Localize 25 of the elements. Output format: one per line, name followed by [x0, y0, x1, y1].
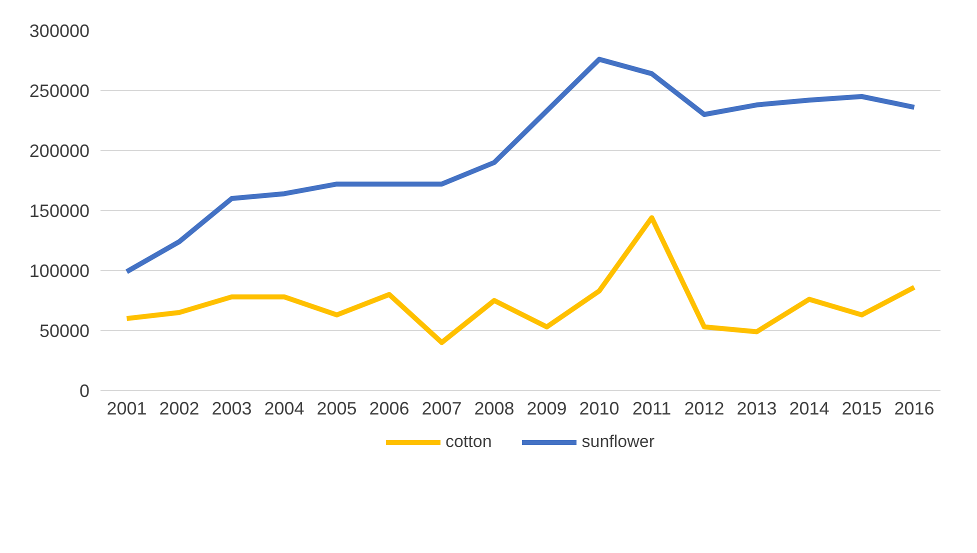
x-tick-label: 2012: [684, 398, 724, 418]
x-tick-label: 2016: [894, 398, 934, 418]
x-tick-label: 2009: [526, 398, 567, 418]
x-tick-label: 2011: [632, 398, 672, 418]
y-tick-label: 250000: [29, 81, 90, 101]
x-tick-label: 2015: [842, 398, 882, 418]
y-tick-label: 50000: [39, 321, 90, 341]
x-tick-label: 2001: [106, 398, 147, 418]
legend-label: sunflower: [582, 432, 655, 452]
y-tick-label: 150000: [29, 201, 90, 221]
x-tick-label: 2010: [579, 398, 620, 418]
x-tick-label: 2007: [422, 398, 462, 418]
x-tick-label: 2008: [474, 398, 514, 418]
x-tick-label: 2002: [159, 398, 200, 418]
x-tick-label: 2006: [369, 398, 410, 418]
y-tick-label: 300000: [29, 21, 90, 41]
x-tick-label: 2013: [736, 398, 777, 418]
y-tick-label: 100000: [29, 261, 90, 281]
y-tick-label: 0: [79, 381, 90, 401]
x-tick-label: 2014: [789, 398, 830, 418]
x-tick-label: 2003: [212, 398, 252, 418]
y-tick-label: 200000: [29, 141, 90, 161]
x-tick-label: 2005: [316, 398, 357, 418]
legend-label: cotton: [445, 432, 492, 452]
x-tick-label: 2004: [264, 398, 304, 418]
